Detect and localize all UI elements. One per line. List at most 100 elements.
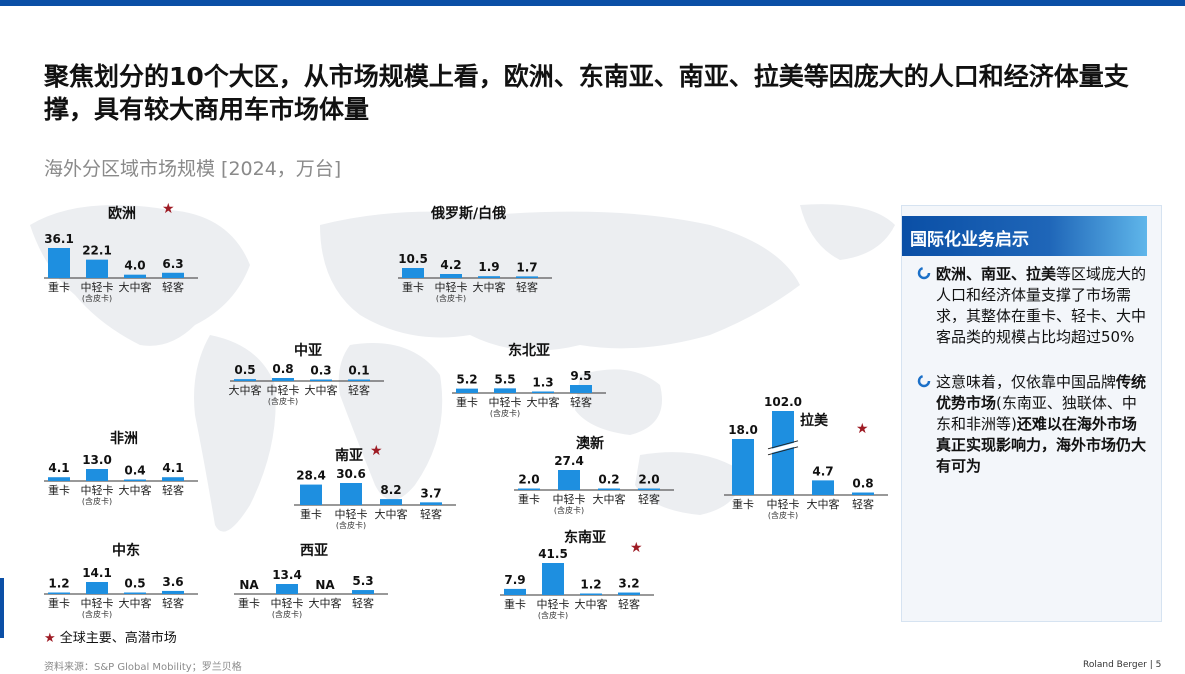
data-label: 10.5 [398, 252, 428, 266]
axis-break [767, 441, 799, 454]
category-label: 重卡 [518, 492, 540, 506]
chart-subtitle: 海外分区域市场规模 [2024，万台] [44, 158, 342, 180]
data-label: 27.4 [554, 454, 584, 468]
region-title: 中东 [112, 543, 140, 559]
insight-bullet-1: 欧洲、南亚、拉美等区域庞大的人口和经济体量支撑了市场需求，其整体在重卡、轻卡、大… [917, 264, 1149, 348]
data-label: 1.7 [516, 260, 537, 274]
bar [402, 268, 424, 278]
bar-chart: 4.1 重卡 13.0 中轻卡(含皮卡) 0.4 大中客 4.1 轻客 [44, 453, 198, 506]
data-label: 3.6 [162, 575, 183, 589]
region-title: 澳新 [576, 436, 604, 452]
region-europe: 欧洲 ★ 36.1 重卡 22.1 中轻卡 (含皮卡) 4.0 大中客 6.3 轻客 [44, 198, 264, 318]
category-label: 轻客 [852, 497, 874, 511]
category-label: 重卡 [402, 280, 424, 294]
data-label: 0.1 [348, 364, 369, 378]
data-label: 14.1 [82, 566, 112, 580]
category-label: 中轻卡 [435, 280, 468, 294]
bar [732, 439, 754, 495]
bar-chart: 2.0 重卡 27.4 中轻卡(含皮卡) 0.2 大中客 2.0 轻客 [514, 454, 674, 515]
data-label: 28.4 [296, 469, 326, 483]
data-label: 41.5 [538, 547, 568, 561]
category-label: 重卡 [238, 596, 260, 610]
bar [542, 563, 564, 595]
data-label: 6.3 [162, 257, 183, 271]
bar [516, 276, 538, 278]
category-label: 中轻卡 [81, 483, 114, 497]
bold-text: 传统优势市场 [936, 373, 1147, 412]
bullet-text: 欧洲、南亚、拉美等区域庞大的人口和经济体量支撑了市场需求，其整体在重卡、轻卡、大… [936, 264, 1149, 348]
bar [48, 592, 70, 594]
category-label: 轻客 [162, 596, 184, 610]
data-label: 0.8 [272, 362, 293, 376]
panel-heading: 国际化业务启示 [910, 230, 1029, 250]
top-accent-bar [0, 0, 1185, 6]
bar [518, 488, 540, 490]
bar [812, 480, 834, 495]
region-title: 俄罗斯/白俄 [431, 206, 507, 222]
region-northeast-asia: 东北亚 5.2 重卡 5.5 中轻卡 (含皮卡) 1.3 大中客 9.5 轻客 [452, 335, 672, 455]
cycle-arrow-icon [917, 374, 931, 388]
bar [86, 582, 108, 594]
region-russia-belarus: 俄罗斯/白俄 10.5 重卡 4.2 中轻卡 (含皮卡) 1.9 大中客 1.7 轻客 [398, 198, 618, 318]
region-title: 欧洲 [108, 206, 136, 222]
data-label: 4.7 [812, 464, 833, 478]
world-map-background [30, 204, 895, 532]
data-label: 5.3 [352, 574, 373, 588]
data-label: 3.2 [618, 577, 639, 591]
category-label: 大中客 [119, 280, 152, 294]
category-note: (含皮卡) [436, 293, 466, 303]
region-title: 中亚 [294, 343, 322, 359]
category-label: 大中客 [229, 383, 262, 397]
bar [440, 274, 462, 278]
category-label: 大中客 [375, 507, 408, 521]
bar [310, 379, 332, 381]
data-label: 1.3 [532, 376, 553, 390]
panel-header: 国际化业务启示 [902, 216, 1147, 256]
data-label: 0.2 [598, 473, 619, 487]
category-label: 中轻卡 [537, 597, 570, 611]
bar [124, 479, 146, 481]
data-label: 22.1 [82, 244, 112, 258]
category-label: 大中客 [305, 383, 338, 397]
category-note: (含皮卡) [538, 610, 568, 620]
bar [420, 502, 442, 505]
region-southeast-asia: 东南亚 ★ 7.9 重卡 41.5 中轻卡 (含皮卡) 1.2 大中客 3.2 轻客 [500, 522, 720, 642]
data-label: NA [239, 578, 259, 592]
bar [570, 385, 592, 393]
data-label: 1.2 [48, 577, 69, 591]
bar [598, 488, 620, 490]
legend: ★ 全球主要、高潜市场 [44, 627, 177, 646]
category-note: (含皮卡) [490, 408, 520, 418]
bar-chart: 5.2 重卡 5.5 中轻卡(含皮卡) 1.3 大中客 9.5 轻客 [452, 369, 606, 418]
data-label: 4.1 [48, 461, 69, 475]
region-title: 南亚 [335, 448, 363, 464]
category-label: 大中客 [473, 280, 506, 294]
bar-chart: 18.0 重卡 102.0 中轻卡(含皮卡) 4.7 大中客 0.8 轻客 [724, 395, 888, 520]
category-label: 大中客 [593, 492, 626, 506]
category-note: (含皮卡) [82, 609, 112, 619]
bar [276, 584, 298, 594]
bar [162, 590, 184, 594]
data-label: 102.0 [764, 395, 802, 409]
insight-bullet-2: 这意味着，仅依靠中国品牌传统优势市场(东南亚、独联体、中东和非洲等)还难以在海外… [917, 372, 1149, 477]
category-label: 大中客 [807, 497, 840, 511]
category-note: (含皮卡) [82, 496, 112, 506]
data-label: 13.4 [272, 568, 302, 582]
text: 等区域庞大的人口和经济体量支撑了市场需求，其整体在重卡、轻卡、大中客品类的规模占… [936, 265, 1147, 346]
bar [348, 379, 370, 381]
region-title: 拉美 [800, 413, 828, 429]
legend-label: 全球主要、高潜市场 [59, 631, 177, 646]
bar [162, 272, 184, 278]
category-label: 中轻卡 [335, 507, 368, 521]
bar [124, 274, 146, 278]
category-note: (含皮卡) [272, 609, 302, 619]
bold-text: 还难以在海外市场真正实现影响力，海外市场仍大有可为 [936, 415, 1147, 475]
category-label: 轻客 [570, 395, 592, 409]
star-icon: ★ [162, 201, 175, 217]
category-label: 中轻卡 [271, 596, 304, 610]
bar [456, 388, 478, 393]
region-title: 东北亚 [508, 343, 550, 359]
data-label: 0.5 [234, 363, 255, 377]
bar [638, 488, 660, 490]
data-label: 4.2 [440, 258, 461, 272]
